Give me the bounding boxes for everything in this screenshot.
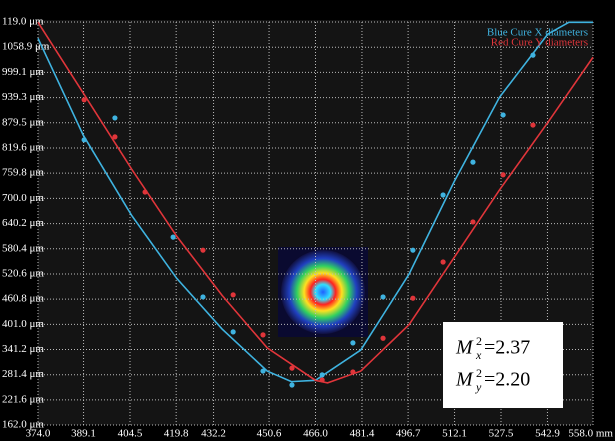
data-point [320, 372, 325, 377]
x-tick-label: 542.9 [535, 428, 560, 440]
x-tick-label: 496.7 [396, 428, 421, 440]
annotation-sub: y [475, 380, 482, 394]
x-tick-label: 450.6 [257, 428, 282, 440]
x-tick-label: 419.8 [164, 428, 189, 440]
data-point [501, 112, 506, 117]
x-tick-label: 527.5 [489, 428, 514, 440]
data-point [142, 189, 147, 194]
data-point [82, 137, 87, 142]
annotation-sup: 2 [476, 334, 482, 348]
x-tick-label: 466.0 [303, 428, 328, 440]
annotation-sup: 2 [476, 366, 482, 380]
data-point [380, 336, 385, 341]
data-point [171, 235, 176, 240]
x-tick-label: 404.5 [118, 428, 143, 440]
annotation-symbol: M [455, 369, 474, 391]
data-point [470, 219, 475, 224]
beam-profile [281, 250, 365, 334]
x-tick-label: 481.4 [350, 428, 375, 440]
data-point [260, 332, 265, 337]
data-point [501, 172, 506, 177]
data-point [530, 53, 535, 58]
x-tick-label: 558.0 mm [568, 428, 613, 440]
data-point [200, 294, 205, 299]
data-point [350, 369, 355, 374]
annotation-value: =2.37 [484, 337, 530, 359]
data-point [231, 292, 236, 297]
data-point [410, 296, 415, 301]
data-point [350, 340, 355, 345]
data-point [112, 115, 117, 120]
data-point [470, 160, 475, 165]
data-point [410, 248, 415, 253]
data-point [112, 134, 117, 139]
data-point [289, 366, 294, 371]
legend-entry: Red Cure Y diameters [491, 37, 588, 49]
x-tick-label: 389.1 [71, 428, 96, 440]
data-point [200, 248, 205, 253]
data-point [260, 368, 265, 373]
data-point [82, 97, 87, 102]
data-point [231, 329, 236, 334]
data-point [440, 192, 445, 197]
x-tick-label: 432.2 [201, 428, 226, 440]
data-point [530, 122, 535, 127]
annotation-sub: x [475, 348, 482, 362]
x-tick-label: 512.1 [442, 428, 467, 440]
data-point [380, 294, 385, 299]
annotation-box [443, 322, 563, 408]
annotation-symbol: M [455, 337, 474, 359]
data-point [289, 382, 294, 387]
x-tick-label: 374.0 [26, 428, 51, 440]
data-point [440, 259, 445, 264]
chart: 119.0 μm1058.9 μm999.1 μm939.3 μm879.5 μ… [0, 0, 615, 441]
annotation-value: =2.20 [484, 369, 530, 391]
data-point [320, 377, 325, 382]
